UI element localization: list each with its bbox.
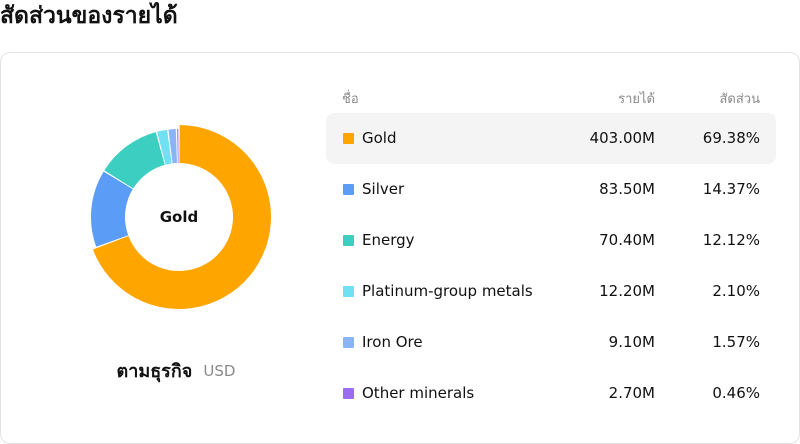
table-row[interactable]: Other minerals 2.70M 0.46%: [326, 368, 776, 419]
table-row[interactable]: Platinum-group metals 12.20M 2.10%: [326, 266, 776, 317]
legend-swatch: [343, 235, 354, 246]
row-revenue: 9.10M: [608, 333, 655, 351]
row-name: Iron Ore: [362, 333, 423, 351]
row-share: 12.12%: [702, 231, 760, 249]
page-title: สัดส่วนของรายได้: [0, 3, 178, 29]
donut-chart: Gold: [87, 125, 271, 309]
row-share: 1.57%: [712, 333, 760, 351]
header-share: สัดส่วน: [719, 92, 761, 107]
table-row[interactable]: Gold 403.00M 69.38%: [326, 113, 776, 164]
legend-swatch: [343, 184, 354, 195]
donut-slice-iron-ore[interactable]: [168, 129, 177, 164]
row-share: 2.10%: [712, 282, 760, 300]
row-revenue: 12.20M: [599, 282, 655, 300]
row-name: Platinum-group metals: [362, 282, 533, 300]
table-row[interactable]: Iron Ore 9.10M 1.57%: [326, 317, 776, 368]
chart-caption-unit: USD: [203, 361, 236, 380]
row-share: 14.37%: [702, 180, 760, 198]
row-name: Energy: [362, 231, 415, 249]
revenue-share-card: Gold ตามธุรกิจ USD ชื่อ รายได้ สัดส่วน G…: [0, 52, 800, 444]
row-revenue: 70.40M: [599, 231, 655, 249]
chart-caption: ตามธุรกิจ USD: [1, 356, 351, 385]
table-header: ชื่อ รายได้ สัดส่วน: [326, 83, 776, 113]
donut-slice-other-minerals[interactable]: [177, 129, 179, 164]
header-name: ชื่อ: [342, 92, 359, 107]
row-name: Other minerals: [362, 384, 475, 402]
header-revenue: รายได้: [618, 92, 655, 107]
row-share: 0.46%: [712, 384, 760, 402]
donut-slice-platinum-group-metals[interactable]: [157, 129, 172, 165]
donut-chart-svg: [91, 125, 271, 309]
table-row[interactable]: Energy 70.40M 12.12%: [326, 215, 776, 266]
chart-caption-title: ตามธุรกิจ: [116, 361, 193, 382]
table-row[interactable]: Silver 83.50M 14.37%: [326, 164, 776, 215]
donut-slice-silver[interactable]: [91, 171, 133, 247]
legend-swatch: [343, 133, 354, 144]
donut-slice-energy[interactable]: [104, 132, 165, 189]
row-revenue: 83.50M: [599, 180, 655, 198]
row-name: Gold: [362, 129, 397, 147]
row-revenue: 2.70M: [608, 384, 655, 402]
legend-swatch: [343, 388, 354, 399]
donut-slice-gold[interactable]: [92, 125, 271, 309]
legend-swatch: [343, 337, 354, 348]
row-revenue: 403.00M: [589, 129, 655, 147]
row-name: Silver: [362, 180, 405, 198]
revenue-table: ชื่อ รายได้ สัดส่วน Gold 403.00M 69.38% …: [326, 83, 776, 419]
legend-swatch: [343, 286, 354, 297]
row-share: 69.38%: [702, 129, 760, 147]
